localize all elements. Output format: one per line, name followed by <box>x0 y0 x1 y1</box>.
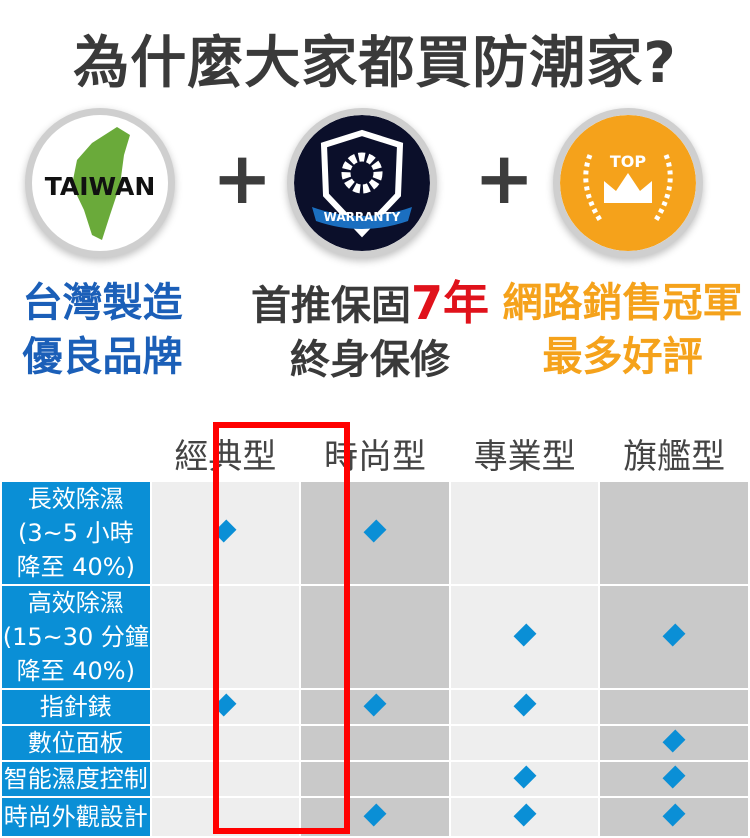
diamond-check-icon <box>662 729 686 753</box>
diamond-check-icon <box>213 519 237 543</box>
row-label-line: 長效除濕 <box>27 485 124 513</box>
caption-line: 終身保修 <box>290 337 450 383</box>
feature-cell <box>600 482 748 584</box>
caption-warranty: 首推保固7年 終身保修 <box>245 276 495 387</box>
caption-line: 最多好評 <box>542 334 703 380</box>
page-title: 為什麼大家都買防潮家? <box>73 31 677 96</box>
corner-cell <box>2 422 150 480</box>
feature-cell <box>600 798 748 836</box>
feature-cell <box>151 586 300 688</box>
feature-cell <box>301 586 449 688</box>
row-label: 時尚外觀設計 <box>2 798 150 836</box>
diamond-check-icon <box>513 693 537 717</box>
warranty-text: WARRANTY <box>324 210 401 224</box>
feature-cell <box>450 762 599 796</box>
feature-cell <box>151 798 300 836</box>
caption-highlight: 7年 <box>410 276 489 330</box>
diamond-check-icon <box>513 623 537 647</box>
feature-cell <box>301 482 449 584</box>
feature-cell <box>151 482 300 584</box>
row-label-line: 高效除濕 <box>27 589 124 617</box>
caption-sales-champion: 網路銷售冠軍 最多好評 <box>500 276 745 384</box>
taiwan-text: TAIWAN <box>45 172 156 201</box>
warranty-badge: WARRANTY <box>287 108 437 258</box>
feature-cell <box>600 726 748 760</box>
top-text: TOP <box>610 152 647 171</box>
row-label-line: 降至 40%) <box>16 553 135 581</box>
feature-cell <box>301 762 449 796</box>
row-label: 高效除濕 (15~30 分鐘 降至 40%) <box>2 586 150 688</box>
feature-cell <box>450 482 599 584</box>
taiwan-badge: TAIWAN <box>25 108 175 258</box>
feature-cell <box>450 726 599 760</box>
diamond-check-icon <box>513 803 537 827</box>
row-label-line: 降至 40%) <box>16 657 135 685</box>
taiwan-map-icon: TAIWAN <box>45 127 156 240</box>
diamond-check-icon <box>662 765 686 789</box>
caption-made-in-taiwan: 台灣製造 優良品牌 <box>10 276 195 384</box>
feature-cell <box>151 762 300 796</box>
row-label-line: 時尚外觀設計 <box>3 803 148 831</box>
column-header: 專業型 <box>473 437 576 477</box>
feature-cell <box>450 586 599 688</box>
caption-line: 網路銷售冠軍 <box>502 280 743 326</box>
plus-sign: + <box>212 136 273 220</box>
row-label: 長效除濕 (3~5 小時 降至 40%) <box>2 482 150 584</box>
table-row: 高效除濕 (15~30 分鐘 降至 40%) <box>2 586 748 688</box>
feature-cell <box>301 690 449 724</box>
feature-cell <box>151 726 300 760</box>
diamond-check-icon <box>662 803 686 827</box>
top-crown-icon: TOP <box>560 115 696 251</box>
feature-cell <box>301 726 449 760</box>
diamond-check-icon <box>662 623 686 647</box>
diamond-check-icon <box>363 803 387 827</box>
table-row: 數位面板 <box>2 726 748 760</box>
row-label-line: 智能濕度控制 <box>3 765 148 793</box>
table-row: 指針錶 <box>2 690 748 724</box>
plus-sign: + <box>474 136 535 220</box>
table-row: 時尚外觀設計 <box>2 798 748 836</box>
caption-line: 優良品牌 <box>22 334 183 380</box>
row-label: 智能濕度控制 <box>2 762 150 796</box>
table-row: 長效除濕 (3~5 小時 降至 40%) <box>2 482 748 584</box>
caption-line: 首推保固7年 <box>245 276 495 333</box>
column-header: 時尚型 <box>323 437 426 477</box>
row-label-line: (3~5 小時 <box>17 519 134 547</box>
feature-cell <box>151 690 300 724</box>
top-badge: TOP <box>553 108 703 258</box>
row-label-line: (15~30 分鐘 <box>2 623 149 651</box>
diamond-check-icon <box>513 765 537 789</box>
feature-cell <box>600 690 748 724</box>
column-header: 旗艦型 <box>623 437 726 477</box>
row-label-line: 數位面板 <box>27 729 124 757</box>
diamond-check-icon <box>363 519 387 543</box>
diamond-check-icon <box>213 693 237 717</box>
feature-cell <box>450 690 599 724</box>
caption-text: 首推保固 <box>250 283 411 329</box>
row-label-line: 指針錶 <box>39 693 112 721</box>
column-header: 經典型 <box>174 437 277 477</box>
caption-line: 台灣製造 <box>22 280 183 326</box>
warranty-shield-icon: WARRANTY <box>294 115 430 251</box>
feature-cell <box>600 586 748 688</box>
diamond-check-icon <box>363 693 387 717</box>
feature-cell <box>450 798 599 836</box>
comparison-table: 經典型 時尚型 專業型 旗艦型 長效除濕 (3~5 小時 降至 40%) 高效除濕 (15~3… <box>0 420 750 838</box>
feature-cell <box>301 798 449 836</box>
row-label: 數位面板 <box>2 726 150 760</box>
feature-cell <box>600 762 748 796</box>
row-label: 指針錶 <box>2 690 150 724</box>
table-row: 智能濕度控制 <box>2 762 748 796</box>
